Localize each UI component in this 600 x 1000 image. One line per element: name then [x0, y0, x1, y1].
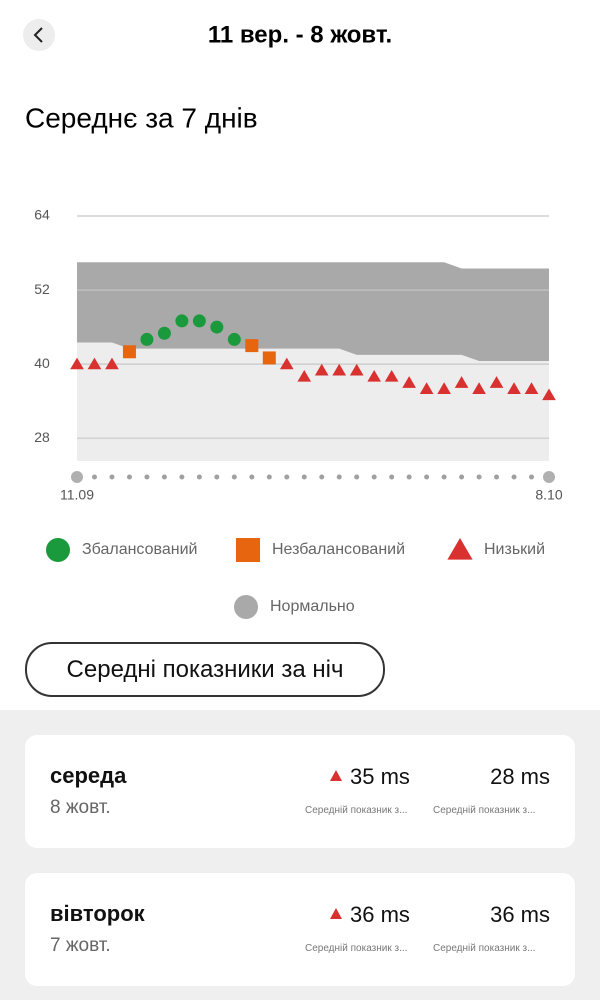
x-axis-dot	[109, 474, 115, 480]
card-value: 35 ms	[330, 764, 410, 790]
nightly-button[interactable]: Середні показники за ніч	[25, 642, 385, 697]
x-axis-dot	[91, 474, 97, 480]
marker	[87, 357, 102, 370]
card[interactable]: середа 8 жовт. 35 ms Середній показник з…	[25, 735, 575, 848]
card-value: 28 ms	[490, 764, 550, 789]
marker	[437, 382, 451, 394]
x-axis-dot	[249, 474, 255, 480]
marker	[402, 376, 416, 388]
card-value: 36 ms	[330, 902, 410, 928]
back-button[interactable]	[23, 19, 55, 51]
x-axis-dot	[529, 474, 535, 480]
card-label: Середній показник з...	[305, 805, 408, 816]
x-axis-dot	[511, 474, 517, 480]
marker	[210, 320, 224, 334]
x-axis-dot	[196, 474, 202, 480]
x-axis-dot	[214, 474, 220, 480]
marker	[105, 357, 119, 370]
x-axis-dot	[266, 474, 272, 480]
chart-area: 11 вер. - 8 жовт. Середнє за 7 днів 64 52…	[23, 19, 563, 619]
marker	[122, 345, 136, 359]
x-axis-dot	[371, 474, 377, 480]
card-day: вівторок	[50, 901, 145, 926]
marker	[489, 376, 504, 388]
legend-label: Низький	[484, 541, 545, 558]
below-band-area	[77, 342, 549, 461]
marker	[349, 363, 364, 376]
marker	[542, 388, 556, 401]
legend-label: Незбалансований	[272, 541, 405, 558]
x-axis-dot	[126, 474, 132, 480]
marker	[384, 369, 399, 382]
x-axis-dot	[144, 474, 150, 480]
card-label: Середній показник з...	[433, 943, 536, 954]
marker	[332, 363, 347, 376]
marker	[524, 382, 539, 394]
y-tick-label: 40	[34, 355, 50, 371]
x-axis-dot	[406, 474, 412, 480]
legend-marker	[447, 538, 473, 560]
card-label: Середній показник з...	[433, 805, 536, 816]
marker	[367, 369, 382, 382]
low-icon	[330, 770, 342, 781]
legend-label: Збалансований	[82, 541, 197, 558]
card-label: Середній показник з...	[305, 943, 408, 954]
x-axis-dot	[441, 474, 447, 480]
x-axis-dot	[494, 474, 500, 480]
card[interactable]: вівторок 7 жовт. 36 ms Середній показник…	[25, 873, 575, 986]
marker	[140, 332, 154, 346]
x-axis-dot	[284, 474, 290, 480]
card-day: середа	[50, 763, 127, 788]
card-date: 8 жовт.	[50, 797, 111, 818]
x-axis-dot	[161, 474, 167, 480]
section-title: Середнє за 7 днів	[25, 102, 258, 133]
x-axis-dot	[424, 474, 430, 480]
x-axis-dot	[336, 474, 342, 480]
x-tick-label: 8.10	[535, 487, 562, 503]
marker	[279, 357, 294, 370]
legend-marker	[236, 538, 260, 562]
x-axis-dot	[179, 474, 185, 480]
header-title: 11 вер. - 8 жовт.	[208, 21, 392, 48]
x-axis-dot	[543, 471, 555, 483]
marker	[245, 339, 259, 353]
y-tick-label: 64	[34, 207, 50, 223]
x-axis-dot	[389, 474, 395, 480]
marker	[507, 382, 521, 394]
y-tick-label: 52	[34, 281, 50, 297]
x-tick-label: 11.09	[60, 487, 94, 503]
marker	[192, 314, 206, 328]
card-value: 36 ms	[490, 902, 550, 927]
back-icon	[33, 27, 43, 43]
value-text: 36 ms	[350, 902, 410, 927]
low-icon	[330, 908, 342, 919]
legend-marker	[234, 595, 258, 619]
x-axis-dot	[476, 474, 482, 480]
x-axis-dot	[231, 474, 237, 480]
marker	[262, 351, 276, 365]
marker	[314, 363, 329, 376]
marker	[419, 382, 434, 394]
marker	[157, 326, 171, 340]
y-tick-label: 28	[34, 429, 50, 445]
x-axis-dot	[354, 474, 360, 480]
marker	[297, 369, 312, 382]
x-axis-dot	[459, 474, 465, 480]
x-axis-dot	[71, 471, 83, 483]
card-date: 7 жовт.	[50, 935, 111, 956]
x-axis-dot	[319, 474, 325, 480]
legend-marker	[46, 538, 70, 562]
marker	[227, 332, 241, 346]
value-text: 35 ms	[350, 764, 410, 789]
marker	[70, 357, 84, 370]
marker	[175, 314, 189, 328]
normal-band	[77, 262, 549, 362]
marker	[472, 382, 486, 394]
legend-label: Нормально	[270, 598, 355, 615]
x-axis-dot	[301, 474, 307, 480]
marker	[454, 376, 469, 388]
